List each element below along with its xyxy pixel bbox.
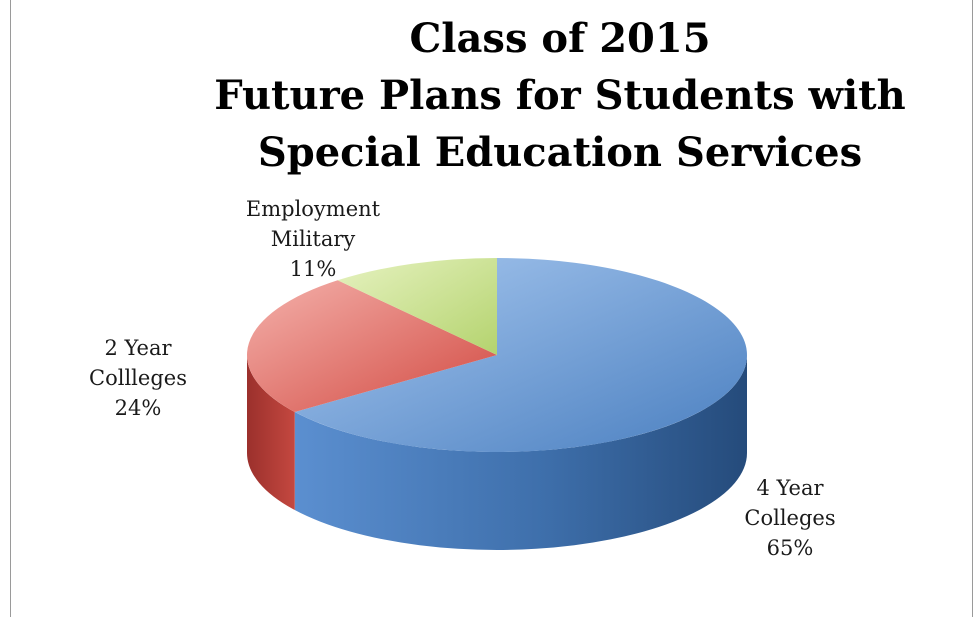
chart-title-line-1: Class of 2015	[409, 15, 711, 62]
chart-frame	[10, 0, 973, 617]
pie-slice-label: 2 Year Collleges 24%	[89, 336, 187, 420]
pie-slice-category-label: Military	[271, 227, 356, 251]
pie-slice-value-label: 24%	[115, 396, 162, 420]
pie-slice	[247, 280, 497, 413]
chart-title-line-2: Future Plans for Students with	[214, 72, 906, 119]
pie-slice	[337, 258, 497, 355]
pie-slice-category-label: Employment	[246, 197, 381, 221]
pie-slice-side	[294, 355, 747, 550]
pie-slice-side	[247, 355, 295, 511]
pie-slice-label: 4 Year Colleges 65%	[744, 476, 835, 560]
pie-slice-value-label: 65%	[767, 536, 814, 560]
pie-slice-category-label: Colleges	[744, 506, 835, 530]
pie-slice-category-label: Collleges	[89, 366, 187, 390]
chart-title-line-3: Special Education Services	[257, 129, 863, 176]
pie-slice-category-label: 4 Year	[756, 476, 824, 500]
pie-slice-value-label: 11%	[290, 257, 337, 281]
pie-slice-label: Employment Military 11%	[246, 197, 381, 281]
pie-slice-category-label: 2 Year	[104, 336, 172, 360]
pie-slice	[294, 258, 747, 452]
